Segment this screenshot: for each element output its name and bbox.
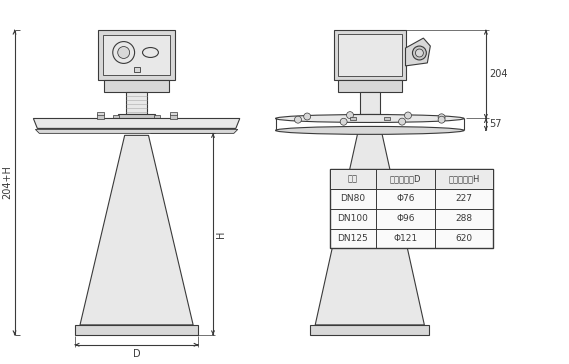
Bar — [338, 80, 402, 92]
Bar — [98, 30, 175, 80]
Polygon shape — [315, 132, 424, 325]
Bar — [384, 116, 390, 120]
Circle shape — [438, 114, 445, 121]
Text: 喇叭口高度H: 喇叭口高度H — [448, 174, 480, 183]
Circle shape — [113, 41, 135, 63]
Text: 204: 204 — [489, 69, 508, 79]
Text: DN80: DN80 — [340, 194, 365, 203]
Bar — [170, 114, 178, 119]
Text: Φ76: Φ76 — [396, 194, 415, 203]
Text: 喇叭口直径D: 喇叭口直径D — [390, 174, 421, 183]
Bar — [330, 169, 493, 249]
Bar — [310, 325, 430, 335]
Text: 620: 620 — [456, 234, 473, 243]
Circle shape — [413, 46, 426, 60]
Ellipse shape — [142, 48, 158, 58]
Text: 204+H: 204+H — [2, 166, 13, 199]
Circle shape — [340, 118, 347, 125]
Bar — [97, 114, 104, 119]
Circle shape — [405, 112, 411, 119]
Ellipse shape — [275, 115, 464, 122]
Bar — [118, 114, 155, 119]
Bar — [126, 92, 147, 114]
Bar — [113, 115, 119, 119]
Bar — [97, 111, 104, 115]
Bar — [134, 67, 139, 72]
Polygon shape — [80, 135, 193, 325]
Polygon shape — [406, 38, 430, 66]
Bar — [330, 169, 493, 189]
Bar — [338, 34, 402, 76]
Text: 227: 227 — [456, 194, 473, 203]
Text: Φ121: Φ121 — [393, 234, 418, 243]
Circle shape — [347, 112, 353, 119]
Bar — [103, 35, 170, 75]
Text: 法屰: 法屰 — [348, 174, 358, 183]
Bar — [352, 114, 387, 119]
Circle shape — [399, 118, 406, 125]
Text: Φ96: Φ96 — [396, 214, 415, 223]
Bar — [360, 92, 380, 114]
Text: DN100: DN100 — [337, 214, 368, 223]
Bar — [154, 115, 160, 119]
Text: DN125: DN125 — [337, 234, 368, 243]
Polygon shape — [34, 119, 240, 128]
Circle shape — [118, 47, 130, 59]
Bar — [350, 116, 356, 120]
Circle shape — [438, 116, 445, 123]
Ellipse shape — [275, 126, 464, 134]
Bar — [75, 325, 198, 335]
Bar — [348, 115, 354, 119]
Circle shape — [415, 49, 423, 57]
Text: D: D — [133, 349, 141, 359]
Bar — [170, 111, 178, 115]
Bar — [386, 115, 391, 119]
Text: H: H — [216, 230, 226, 238]
Circle shape — [295, 116, 302, 123]
Text: 288: 288 — [456, 214, 473, 223]
Bar — [104, 80, 170, 92]
Circle shape — [304, 113, 311, 120]
Text: 57: 57 — [489, 119, 501, 130]
Polygon shape — [35, 130, 238, 133]
Bar — [334, 30, 406, 80]
